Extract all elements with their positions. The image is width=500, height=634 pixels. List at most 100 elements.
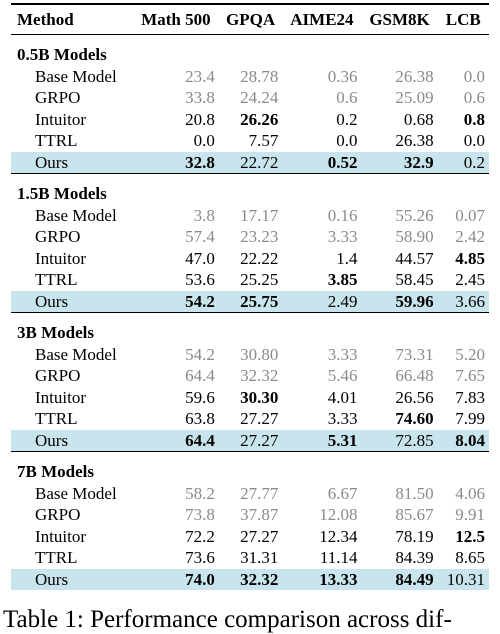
score-cell: 0.0 [336,131,358,150]
table-row: Intuitor 20.8 26.26 0.2 0.68 0.8 [11,109,489,131]
score-cell: 73.31 [395,344,434,364]
score-cell: 27.77 [240,483,279,503]
score-cell: 28.78 [240,66,279,86]
method-name-cell: Base Model [35,66,117,86]
score-cell: 7.99 [455,409,485,428]
score-cell: 22.72 [218,151,283,174]
score-cell: 0.52 [282,151,362,174]
score-cell: 3.33 [327,344,358,364]
group-title: 0.5B Models [17,45,107,64]
method-name-cell: GRPO [35,505,81,524]
table-row: Base Model 23.4 28.78 0.36 26.38 0.0 [11,66,489,88]
method-name-cell: TTRL [35,548,78,567]
score-cell: 2.42 [455,227,485,246]
score-cell: 37.87 [240,505,279,524]
method-name-cell: Intuitor [35,109,86,129]
group-title: 1.5B Models [17,184,107,203]
table-row: TTRL 73.6 31.31 11.14 84.39 8.65 [11,547,489,569]
score-cell: 27.27 [240,526,279,546]
table-row: TTRL 53.6 25.25 3.85 58.45 2.45 [11,269,489,291]
score-cell: 4.85 [455,248,485,268]
score-cell: 12.08 [319,505,358,524]
group-title: 7B Models [17,462,94,481]
score-cell: 32.32 [218,568,283,590]
score-cell: 12.5 [455,526,485,546]
results-table: Method Math 500 GPQA AIME24 GSM8K LCB 0.… [11,3,489,590]
score-cell: 2.49 [282,290,362,313]
score-cell: 74.0 [132,568,219,590]
score-cell: 3.66 [437,290,489,313]
score-cell: 25.25 [240,270,279,289]
column-header-gpqa: GPQA [226,9,276,29]
score-cell: 58.90 [395,227,434,246]
score-cell: 84.39 [395,548,434,567]
score-cell: 0.6 [463,88,485,107]
table-row: GRPO 57.4 23.23 3.33 58.90 2.42 [11,226,489,248]
score-cell: 13.33 [282,568,362,590]
score-cell: 5.20 [455,344,485,364]
method-name-cell: Ours [11,568,133,590]
score-cell: 53.6 [185,270,215,289]
table-row: Base Model 3.8 17.17 0.16 55.26 0.07 [11,205,489,227]
method-name-cell: Intuitor [35,526,86,546]
score-cell: 57.4 [185,227,215,246]
method-name-cell: Base Model [35,344,117,364]
score-cell: 55.26 [395,205,434,225]
table-row: Base Model 54.2 30.80 3.33 73.31 5.20 [11,344,489,366]
score-cell: 54.2 [132,290,219,313]
table-row: GRPO 64.4 32.32 5.46 66.48 7.65 [11,365,489,387]
method-name-cell: Ours [11,151,133,174]
table-row: Ours 32.8 22.72 0.52 32.9 0.2 [11,151,489,174]
score-cell: 2.45 [455,270,485,289]
score-cell: 64.4 [185,366,215,385]
score-cell: 31.31 [240,548,279,567]
method-name-cell: GRPO [35,366,81,385]
score-cell: 20.8 [185,109,215,129]
score-cell: 7.83 [455,387,485,407]
score-cell: 47.0 [185,248,215,268]
group-header-row: 1.5B Models [11,173,489,205]
column-header-lcb: LCB [445,9,481,29]
table-body: 0.5B Models Base Model 23.4 28.78 0.36 26.38 0… [11,35,489,590]
score-cell: 32.9 [361,151,438,174]
table-row: Intuitor 59.6 30.30 4.01 26.56 7.83 [11,387,489,409]
score-cell: 5.31 [282,429,362,452]
score-cell: 0.16 [327,205,358,225]
score-cell: 0.36 [327,66,358,86]
table-row: GRPO 33.8 24.24 0.6 25.09 0.6 [11,87,489,109]
score-cell: 27.27 [218,429,283,452]
score-cell: 11.14 [319,548,358,567]
score-cell: 74.60 [395,409,434,428]
score-cell: 23.23 [240,227,279,246]
score-cell: 26.56 [395,387,434,407]
method-name-cell: GRPO [35,227,81,246]
score-cell: 30.80 [240,344,279,364]
group-header-row: 7B Models [11,451,489,483]
method-name-cell: Intuitor [35,387,86,407]
score-cell: 26.38 [395,131,434,150]
method-name-cell: TTRL [35,131,78,150]
column-header-gsm8k: GSM8K [369,9,430,29]
table-row: Ours 74.0 32.32 13.33 84.49 10.31 [11,568,489,590]
score-cell: 3.8 [193,205,215,225]
score-cell: 0.0 [463,131,485,150]
table-row: TTRL 63.8 27.27 3.33 74.60 7.99 [11,408,489,430]
score-cell: 24.24 [240,88,279,107]
score-cell: 30.30 [240,387,279,407]
score-cell: 58.45 [395,270,434,289]
score-cell: 85.67 [395,505,434,524]
score-cell: 7.65 [455,366,485,385]
column-header-math500: Math 500 [141,9,211,29]
score-cell: 3.85 [327,270,358,289]
score-cell: 3.33 [327,227,358,246]
score-cell: 44.57 [395,248,434,268]
score-cell: 64.4 [132,429,219,452]
score-cell: 26.38 [395,66,434,86]
table-row: Ours 54.2 25.75 2.49 59.96 3.66 [11,290,489,313]
score-cell: 8.04 [437,429,489,452]
table-row: Intuitor 72.2 27.27 12.34 78.19 12.5 [11,526,489,548]
score-cell: 7.57 [248,131,279,150]
table-row: Ours 64.4 27.27 5.31 72.85 8.04 [11,429,489,452]
score-cell: 84.49 [361,568,438,590]
score-cell: 54.2 [185,344,215,364]
